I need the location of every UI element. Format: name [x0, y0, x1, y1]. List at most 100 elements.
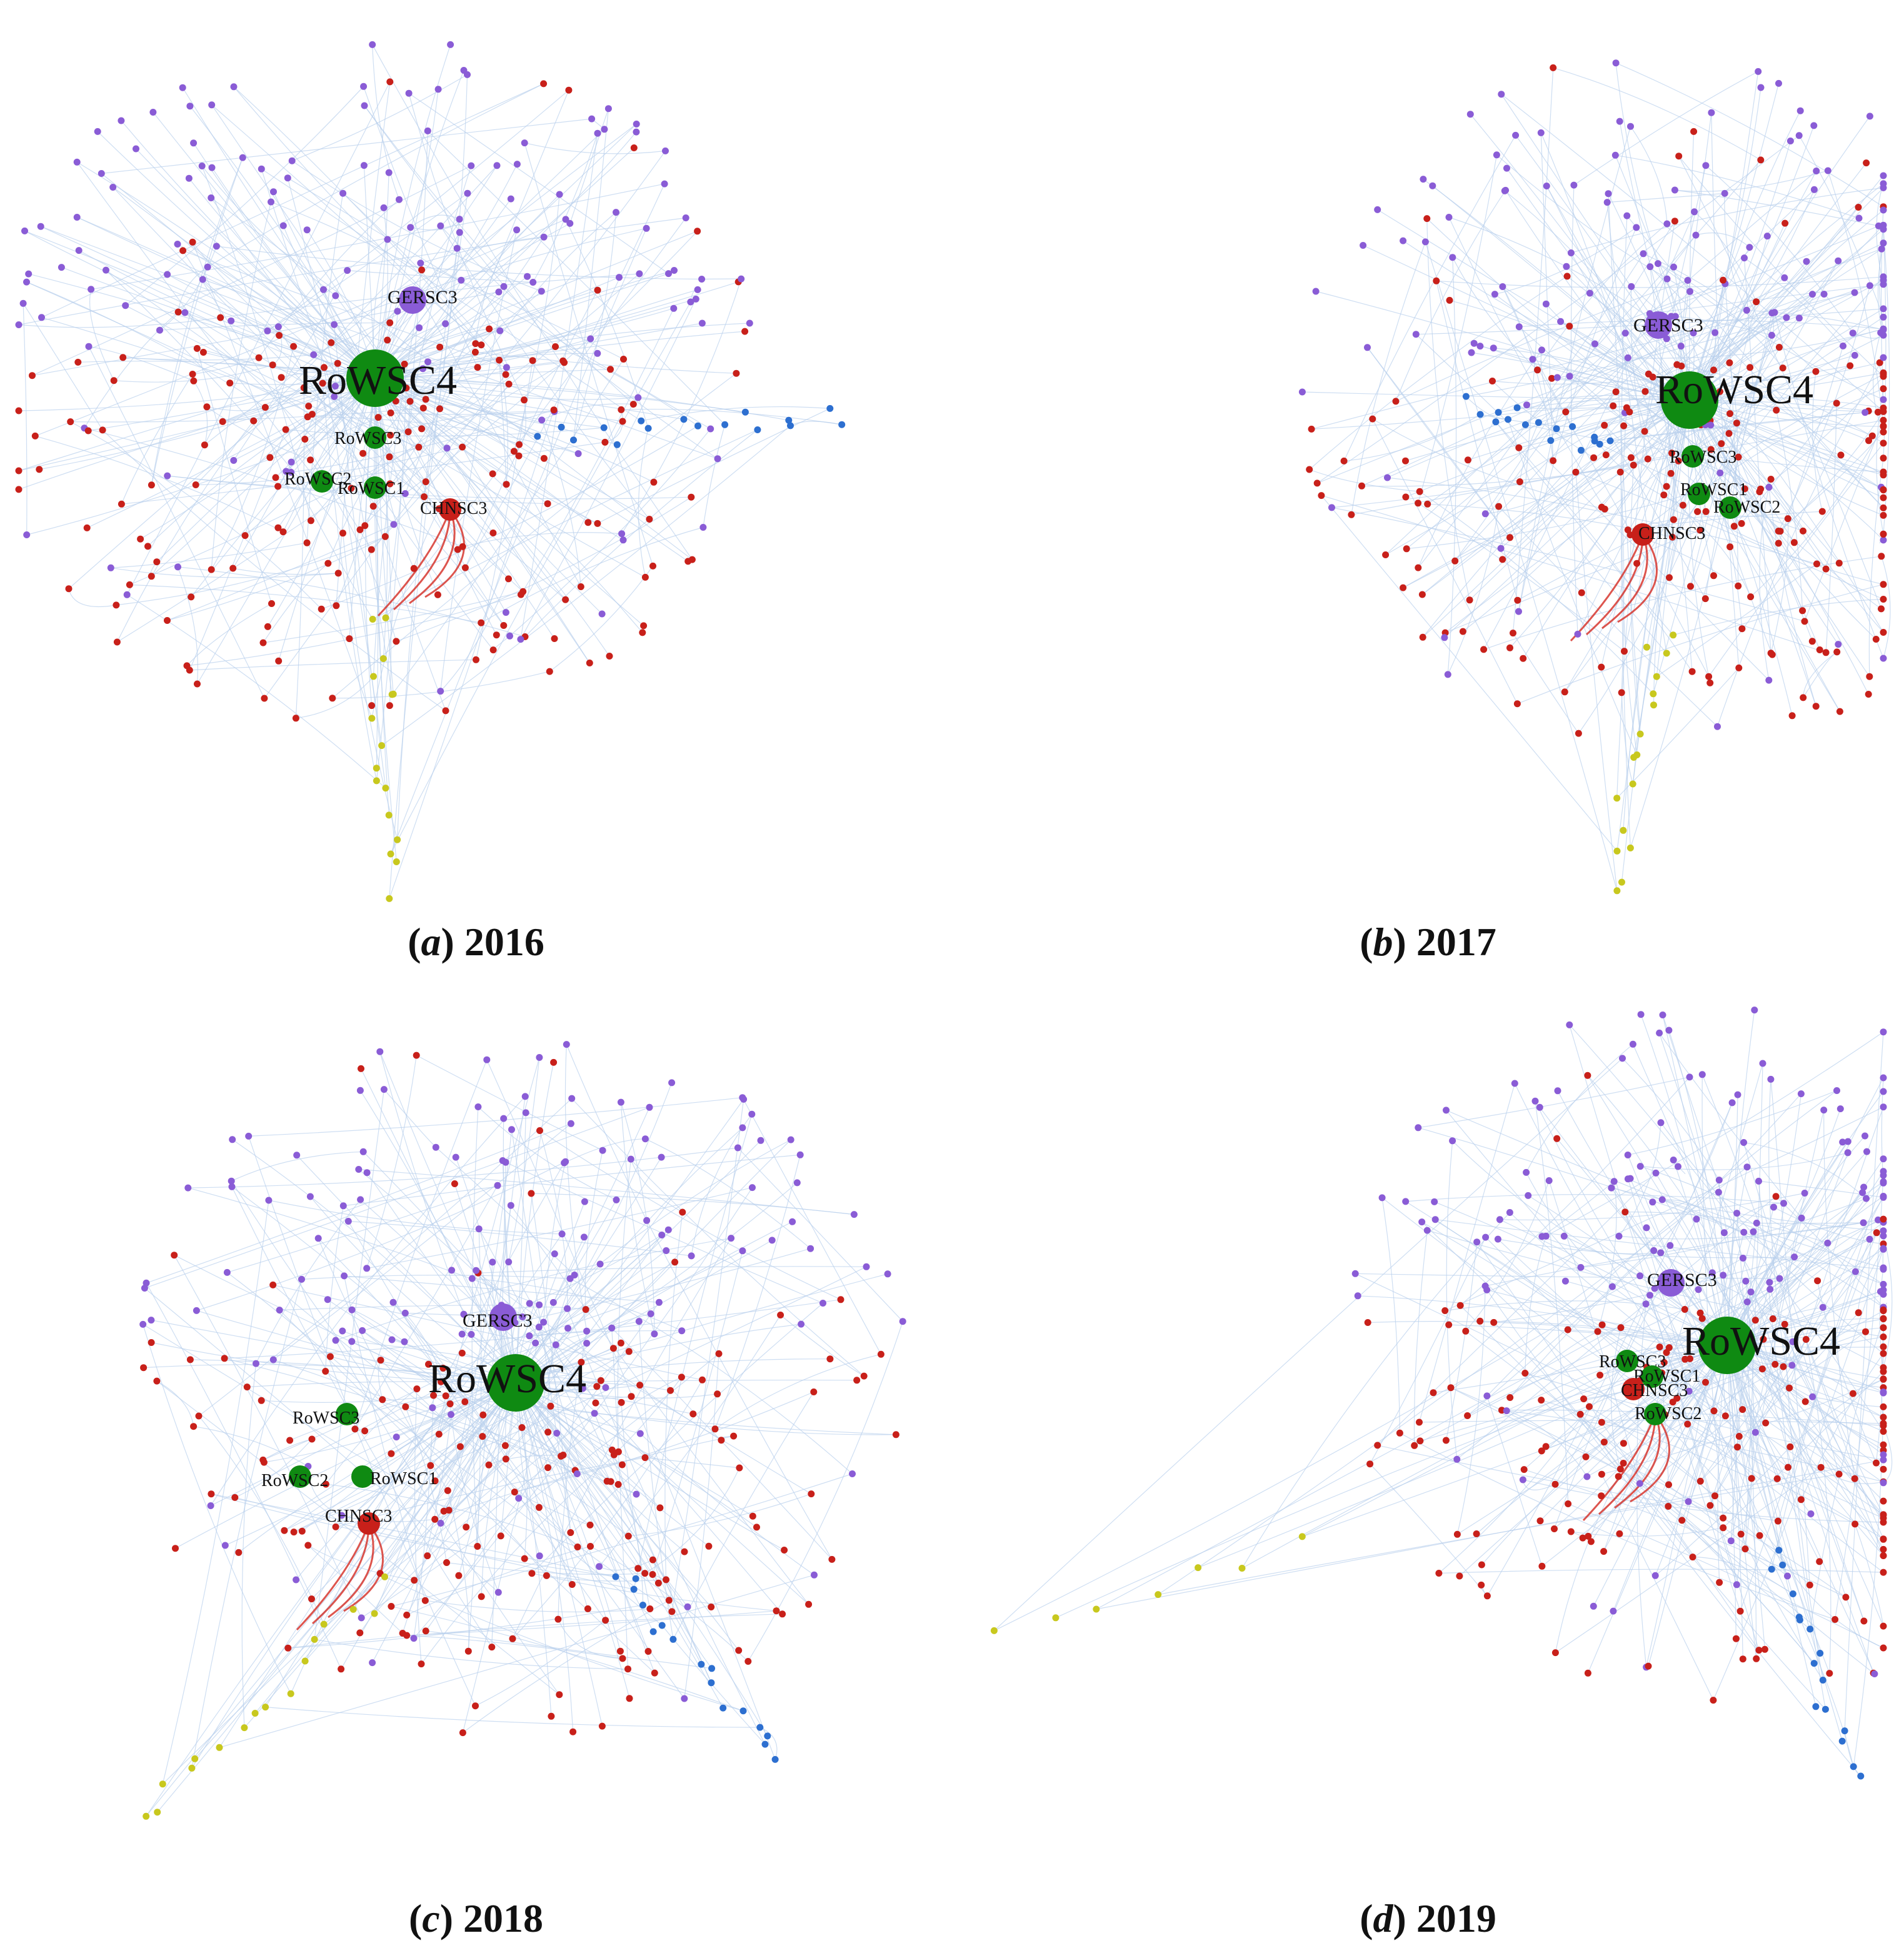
node-yellow	[1093, 1605, 1100, 1613]
node-purple	[228, 1177, 235, 1185]
node-purple	[407, 224, 414, 231]
edge	[191, 1279, 303, 1769]
edge	[478, 1266, 867, 1273]
node-purple	[355, 1166, 363, 1173]
node-purple	[358, 1614, 365, 1622]
node-purple	[298, 1275, 305, 1283]
node-purple	[1378, 1194, 1386, 1202]
edge	[737, 1147, 903, 1322]
edge	[376, 388, 407, 781]
node-purple	[1537, 129, 1545, 136]
node-red	[528, 1190, 535, 1197]
edge	[1377, 1445, 1778, 1522]
node-red	[189, 238, 196, 246]
node-blue	[741, 408, 749, 416]
node-purple	[293, 1152, 301, 1159]
node-purple	[1880, 1028, 1887, 1036]
node-purple	[468, 162, 475, 169]
edge	[335, 295, 590, 663]
node-purple	[442, 320, 449, 328]
edge	[584, 1150, 603, 1310]
edge	[1496, 154, 1690, 292]
node-purple	[1863, 1195, 1870, 1202]
edge	[283, 323, 391, 532]
edge	[1827, 170, 1884, 426]
node-red	[304, 1542, 312, 1549]
edge	[1655, 1207, 1775, 1576]
edge	[1476, 1345, 1728, 1534]
edge	[1611, 1187, 1884, 1232]
edge	[1448, 1324, 1728, 1346]
node-purple	[1652, 1169, 1660, 1177]
node-chnsc3: CHNSC3	[1621, 1378, 1688, 1400]
edge	[211, 198, 504, 626]
node-blue	[708, 1665, 716, 1672]
edge	[440, 578, 509, 692]
edge	[232, 1139, 516, 1383]
node-red	[1735, 582, 1742, 590]
edge	[1743, 1142, 1866, 1199]
edge	[1486, 1090, 1837, 1397]
edge	[358, 1168, 854, 1215]
node-red	[473, 656, 479, 663]
caption-year: 2018	[463, 1896, 544, 1940]
edge	[309, 1196, 516, 1383]
edge	[448, 1205, 511, 1510]
node-purple	[1610, 1178, 1618, 1185]
node-red	[1880, 596, 1887, 603]
edge	[372, 44, 400, 200]
node-red	[1499, 556, 1506, 563]
edge	[518, 1498, 673, 1612]
edge	[1540, 133, 1554, 461]
caption-letter: c	[422, 1896, 440, 1940]
node-red	[1826, 1670, 1833, 1677]
node-blue	[764, 1732, 771, 1740]
node-purple	[1570, 181, 1578, 189]
edge	[18, 217, 686, 326]
node-blue	[534, 433, 541, 440]
edge	[1418, 1083, 1515, 1423]
node-red	[1551, 1480, 1559, 1488]
edge	[1778, 1550, 1884, 1649]
edge	[188, 1187, 539, 1305]
node-purple	[432, 1143, 439, 1151]
edge	[196, 1161, 566, 1311]
node-red	[1813, 560, 1820, 568]
node-purple	[1859, 1189, 1866, 1197]
caption-letter: b	[1373, 920, 1393, 964]
edge	[26, 412, 391, 536]
edge	[1738, 374, 1884, 458]
edge	[1820, 1467, 1884, 1484]
edge	[366, 1187, 753, 1269]
node-purple	[1657, 1119, 1665, 1127]
node-yellow	[1663, 650, 1670, 657]
node-blue	[1812, 1703, 1820, 1710]
edge	[308, 416, 579, 454]
node-purple	[1763, 233, 1771, 240]
edge	[421, 1451, 619, 1664]
edge	[1512, 633, 1579, 734]
node-yellow	[216, 1744, 223, 1751]
edge	[193, 143, 376, 379]
node-purple	[1418, 1218, 1426, 1226]
edge	[342, 533, 398, 840]
edge	[1546, 1032, 1884, 1237]
node-purple	[1566, 1021, 1573, 1028]
node-purple	[107, 564, 114, 571]
edge	[1452, 1140, 1640, 1277]
edge	[1470, 114, 1690, 401]
edge	[374, 378, 497, 635]
edge	[464, 183, 665, 568]
node-purple	[174, 241, 181, 248]
edge	[78, 361, 376, 379]
node-purple	[88, 286, 95, 293]
node-purple	[734, 1144, 741, 1152]
node-red	[374, 414, 382, 421]
node-red	[1855, 204, 1862, 211]
node-red	[179, 247, 187, 254]
edge	[325, 1205, 344, 1372]
node-blue	[1577, 446, 1585, 454]
node-red	[324, 560, 332, 567]
node-yellow	[1643, 643, 1650, 651]
